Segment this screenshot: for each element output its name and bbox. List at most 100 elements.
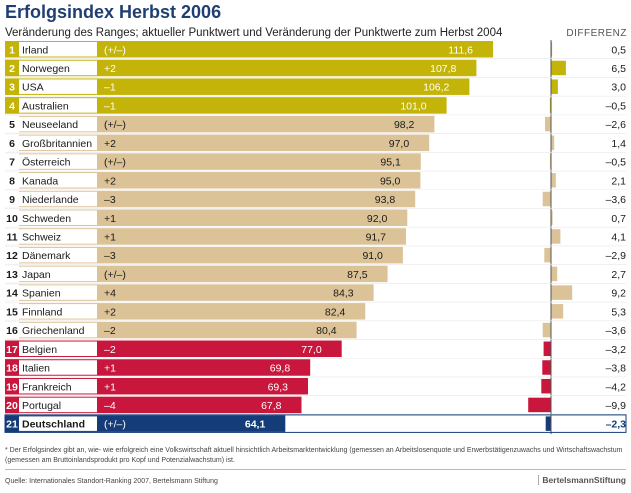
rank-box [5, 97, 19, 114]
diff-bar [543, 341, 551, 357]
value-label: 101,0 [400, 100, 426, 112]
country-label: Niederlande [22, 194, 79, 206]
diff-label: –3,2 [606, 344, 627, 356]
diff-label: 3,0 [611, 82, 626, 94]
rank-box [5, 359, 19, 376]
rank-label: 16 [6, 325, 18, 337]
name-strip [19, 266, 97, 282]
rank-change-label: +1 [104, 213, 116, 225]
diff-bar [544, 247, 551, 263]
highlight-outline [4, 414, 627, 433]
rank-label: 10 [6, 213, 18, 225]
value-label: 98,2 [394, 119, 415, 131]
value-label: 80,4 [316, 325, 337, 337]
name-strip [19, 42, 97, 57]
value-label: 84,3 [333, 288, 354, 300]
diff-bar [549, 154, 551, 169]
name-strip [19, 322, 97, 338]
value-label: 69,8 [270, 363, 291, 375]
country-label: USA [22, 82, 44, 94]
name-strip [19, 397, 97, 413]
rank-label: 11 [6, 232, 17, 244]
rank-label: 13 [6, 269, 18, 281]
name-strip [19, 416, 97, 431]
bar-5 [5, 115, 435, 133]
country-label: Irland [22, 44, 48, 56]
diff-label: 2,7 [611, 269, 626, 281]
rank-label: 5 [9, 119, 15, 131]
diff-bar [551, 229, 561, 244]
rank-label: 21 [6, 419, 18, 431]
country-label: Schweden [22, 213, 71, 225]
country-label: Portugal [22, 400, 61, 412]
value-label: 91,0 [362, 250, 383, 262]
rank-label: 2 [9, 63, 15, 75]
diff-bar [551, 79, 558, 94]
rank-box [5, 172, 19, 189]
diff-label: –4,2 [606, 381, 627, 393]
rank-change-label: (+/–) [104, 119, 126, 131]
rank-change-label: +2 [104, 63, 116, 75]
value-label: 106,2 [423, 82, 449, 94]
value-label: 95,1 [380, 157, 401, 169]
bar-6 [5, 134, 430, 152]
bar-10 [5, 209, 408, 226]
rank-label: 20 [6, 400, 18, 412]
chart-title: Erfolgsindex Herbst 2006 [5, 2, 222, 22]
name-strip [19, 60, 97, 76]
rank-change-label: +2 [104, 175, 116, 187]
diff-label: –3,6 [606, 325, 627, 337]
rank-change-label: –2 [104, 325, 116, 337]
rank-change-label: –1 [104, 100, 116, 112]
name-strip [19, 247, 97, 263]
diff-label: –0,5 [606, 157, 627, 169]
rank-change-label: –3 [104, 250, 116, 262]
rank-box [5, 415, 19, 432]
value-label: 111,6 [448, 44, 473, 56]
diff-label: 2,1 [611, 175, 626, 187]
rank-change-label: (+/–) [104, 44, 126, 56]
rank-label: 6 [9, 138, 15, 150]
country-label: Norwegen [22, 63, 70, 75]
name-strip [19, 135, 97, 151]
diff-bar [551, 42, 553, 57]
diff-label: 9,2 [611, 288, 626, 300]
diff-label: –2,3 [606, 419, 627, 431]
rank-label: 18 [6, 363, 18, 375]
name-strip [19, 173, 97, 188]
rank-box [5, 115, 19, 133]
rank-label: 8 [9, 175, 15, 187]
diff-label: 0,5 [611, 44, 626, 56]
diff-label: –3,8 [606, 363, 627, 375]
diff-label: –2,6 [606, 119, 627, 131]
diff-bar [551, 266, 558, 282]
value-label: 91,7 [366, 232, 387, 244]
rank-change-label: +4 [104, 288, 116, 300]
country-label: Neuseeland [22, 119, 78, 131]
footnote: * Der Erfolgsindex gibt an, wie- wie erf… [5, 447, 623, 464]
diff-bar [551, 135, 555, 151]
rank-box [5, 209, 19, 226]
country-label: Dänemark [22, 250, 71, 262]
divider [5, 469, 626, 470]
ranking-chart: 1 Irland (+/–) 111,6 0,5 2 Norwegen +2 107,8 6,5 3… [4, 40, 627, 435]
rank-change-label: –3 [104, 194, 116, 206]
diff-label: 4,1 [611, 232, 626, 244]
bar-13 [5, 265, 388, 283]
name-strip [19, 229, 97, 244]
diff-bar [545, 416, 551, 431]
rank-change-label: +2 [104, 306, 116, 318]
name-strip [19, 98, 97, 113]
diff-bar [551, 210, 553, 225]
rank-box [5, 265, 19, 283]
diff-bar [545, 116, 551, 132]
bar-2 [5, 59, 477, 77]
bar-9 [5, 190, 416, 208]
country-label: Japan [22, 269, 51, 281]
rank-box [5, 134, 19, 152]
country-label: Finnland [22, 306, 62, 318]
name-strip [19, 191, 97, 207]
rank-label: 1 [9, 44, 15, 56]
diff-bar [549, 98, 551, 113]
rank-change-label: +2 [104, 138, 116, 150]
